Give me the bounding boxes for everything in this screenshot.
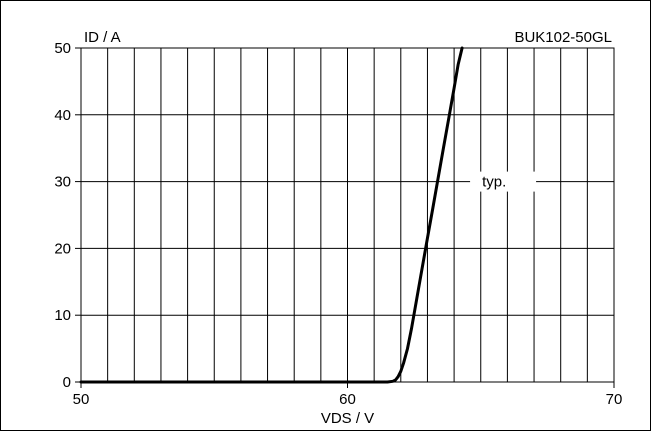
- series-label-typ: typ.: [482, 174, 506, 191]
- y-tick-label: 20: [54, 240, 71, 257]
- x-tick-label: 50: [73, 391, 90, 408]
- y-tick-label: 30: [54, 174, 71, 191]
- x-tick-label: 70: [606, 391, 623, 408]
- y-tick-label: 50: [54, 40, 71, 57]
- grid: [81, 48, 614, 382]
- part-number-label: BUK102-50GL: [514, 29, 612, 46]
- x-axis-label: VDS / V: [321, 410, 374, 427]
- y-tick-label: 0: [63, 374, 71, 391]
- series-label-background: [470, 171, 537, 192]
- y-tick-labels: 0 10 20 30 40 50: [54, 40, 81, 391]
- y-tick-label: 40: [54, 107, 71, 124]
- x-tick-labels: 50 60 70: [73, 382, 623, 408]
- y-tick-label: 10: [54, 307, 71, 324]
- x-tick-label: 60: [339, 391, 356, 408]
- series-line-typ: [79, 46, 464, 384]
- y-axis-label: ID / A: [84, 29, 121, 46]
